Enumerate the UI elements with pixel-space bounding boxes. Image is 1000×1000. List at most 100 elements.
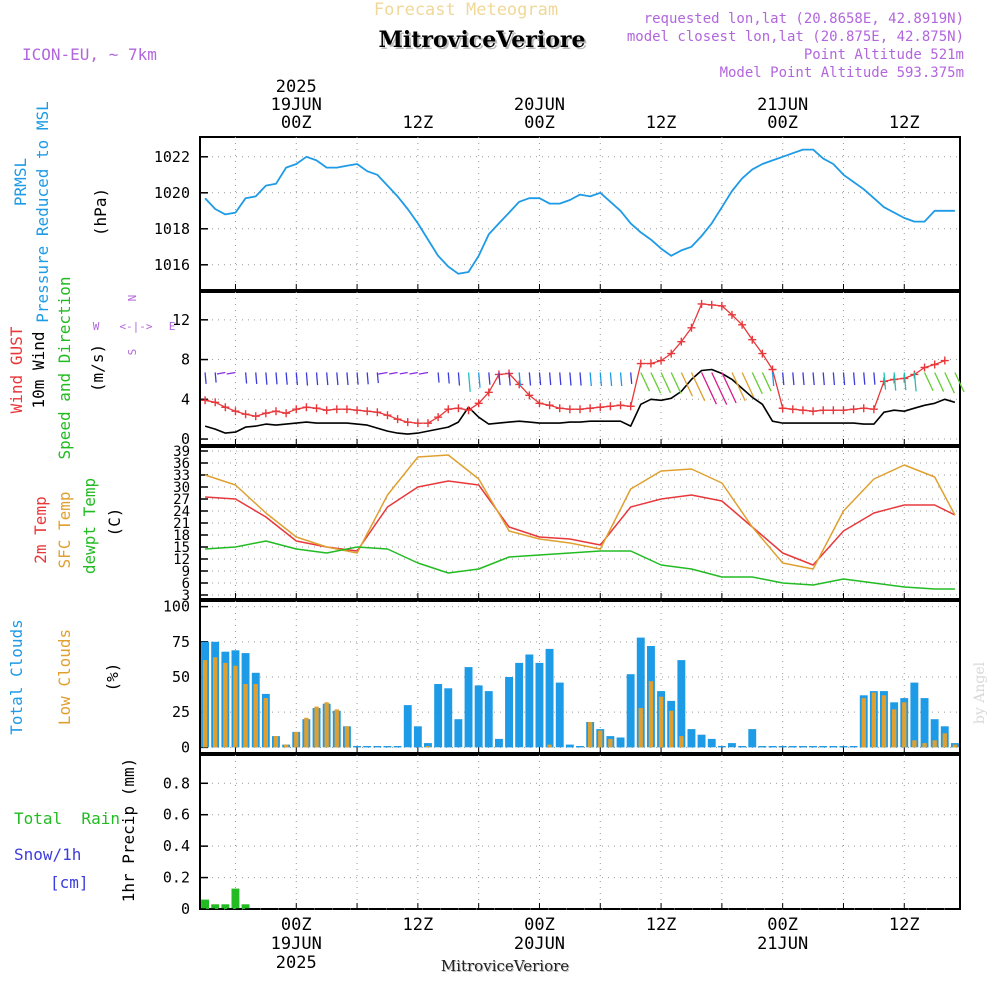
pressure-ytick-label: 1018 — [154, 220, 190, 238]
wind-direction-arrow — [863, 372, 866, 385]
wind-direction-arrow — [640, 372, 651, 392]
pressure-ytick-label: 1016 — [154, 256, 190, 274]
wind-direction-arrow — [934, 372, 945, 392]
total-clouds-bar — [484, 691, 493, 748]
wind-frame — [199, 291, 961, 446]
wind-gust-marker — [363, 407, 372, 416]
wind-gust-marker — [646, 359, 655, 368]
total-clouds-bar — [626, 674, 635, 748]
total-clouds-bar — [474, 685, 483, 748]
low-clouds-bar — [861, 698, 866, 748]
precip-rain-bar — [231, 888, 240, 909]
total-clouds-bar — [444, 688, 453, 748]
top-time-label: 12Z — [889, 113, 920, 133]
pressure-line — [204, 148, 955, 275]
total-clouds-bar — [687, 729, 696, 748]
total-clouds-bar — [849, 746, 858, 748]
clouds-ytick-label: 0 — [181, 738, 190, 756]
precip-ytick-label: 0.2 — [163, 869, 190, 887]
pressure-ytick-label: 1020 — [154, 184, 190, 202]
wind-gust-marker — [332, 405, 341, 414]
bottom-time-label: 00Z — [281, 915, 312, 935]
wind-gust-marker — [819, 406, 828, 415]
wind-direction-arrow — [226, 371, 236, 375]
wind-direction-arrow — [893, 372, 897, 391]
wind-gust-marker — [413, 419, 422, 428]
precip-rain-bar — [211, 904, 220, 909]
pressure-panel: 1016 1018 1020 1022 — [154, 136, 961, 291]
temp-dewpt-line — [205, 540, 955, 590]
total-clouds-bar — [555, 682, 564, 748]
wind-direction-arrow — [437, 372, 440, 383]
wind-gust-marker — [302, 403, 311, 412]
wind-direction-arrow — [478, 372, 481, 388]
wind-direction-arrow — [731, 372, 746, 402]
wind-gust-marker — [869, 405, 878, 414]
total-clouds-bar — [920, 698, 929, 748]
low-clouds-bar — [902, 702, 907, 748]
wind-ytick-label: 8 — [181, 351, 190, 369]
temp-ytick-label: 30 — [173, 480, 190, 496]
footer-station-shadow: MitroviceVeriore — [442, 958, 570, 976]
total-clouds-bar — [434, 684, 443, 748]
temp-ytick-label: 6 — [182, 576, 190, 592]
wind-direction-arrow — [751, 372, 763, 395]
low-clouds-bar — [253, 684, 258, 748]
chart-title-shadow: MitroviceVeriore — [381, 29, 588, 55]
bottom-time-label: 19JUN — [271, 934, 322, 954]
wind-gust-marker — [768, 365, 777, 374]
temp-ytick-label: 21 — [173, 516, 190, 532]
total-clouds-bar — [738, 746, 747, 748]
total-clouds-bar — [748, 729, 757, 748]
wind-direction-arrow — [376, 372, 379, 384]
precip-axis-titles: Total Rain Snow/1h [cm] 1hr Precip (mm) — [14, 758, 138, 903]
wind-gust-marker — [636, 359, 645, 368]
wind-gust-marker — [424, 419, 432, 428]
total-clouds-bar — [505, 677, 513, 748]
total-clouds-bar — [616, 737, 625, 748]
wind-gust-marker — [525, 391, 534, 400]
wind-direction-arrow — [457, 372, 461, 386]
low-clouds-bar — [213, 657, 218, 748]
total-clouds-bar — [576, 746, 584, 748]
wind-direction-arrow — [842, 372, 846, 386]
wind-gust-marker — [261, 409, 270, 418]
bottom-time-label: 21JUN — [757, 934, 808, 954]
wind-gust-marker — [616, 401, 625, 410]
low-clouds-bar — [871, 692, 876, 748]
footer-station: MitroviceVeriore — [441, 957, 569, 975]
wind-gust-marker — [403, 418, 412, 427]
wind-direction-arrow — [315, 372, 319, 386]
wind-gust-marker — [211, 398, 220, 407]
wind-gust-marker — [839, 406, 848, 415]
wind-direction-arrow — [923, 372, 934, 392]
wind-gust-marker — [798, 406, 807, 415]
plot-panels: 1016101810201022048123691215182124273033… — [154, 136, 965, 918]
total-clouds-bar — [728, 743, 736, 748]
top-time-label: 00Z — [281, 113, 312, 133]
wind-gust-marker — [809, 407, 818, 416]
wind-direction-arrow — [559, 372, 562, 386]
wind-gust-marker — [545, 401, 554, 410]
compass-axis: <-|-> — [119, 320, 152, 333]
wind-gust-marker — [474, 399, 483, 408]
wind-gust-marker — [383, 411, 392, 420]
wind-direction-arrow — [599, 372, 603, 387]
low-clouds-bar — [233, 665, 238, 748]
wind-direction-arrow — [903, 372, 907, 391]
wind-gust-marker — [930, 360, 939, 369]
low-clouds-bar — [334, 709, 339, 748]
wind-gust-marker — [606, 402, 615, 411]
total-clouds-bar — [707, 738, 716, 748]
wind-ytick-label: 4 — [181, 390, 190, 408]
top-time-label: 2025 — [276, 77, 317, 97]
wind-direction-arrow — [275, 372, 278, 385]
model-point-altitude: Model Point Altitude 593.375m — [720, 65, 964, 81]
low-clouds-bar — [658, 696, 664, 748]
wind-gust-marker — [717, 301, 726, 310]
wind-direction-arrow — [214, 372, 217, 383]
total-clouds-bar — [454, 719, 463, 748]
wind-direction-arrow — [852, 372, 856, 386]
wind-gust-marker — [393, 415, 402, 424]
precip-ytick-label: 0.8 — [163, 774, 190, 792]
